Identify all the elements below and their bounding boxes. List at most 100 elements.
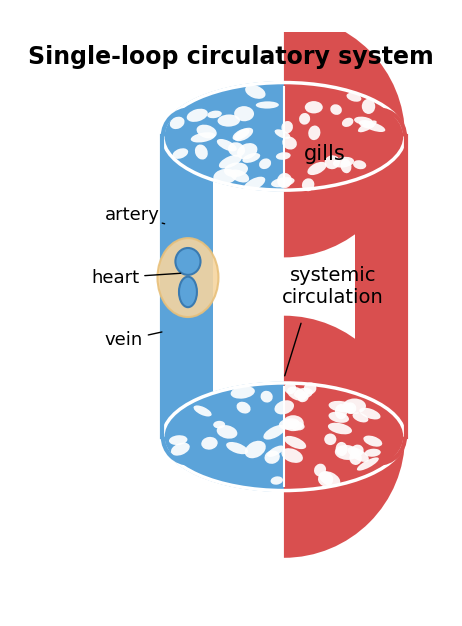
Ellipse shape <box>163 383 405 491</box>
Ellipse shape <box>357 458 379 471</box>
Ellipse shape <box>191 132 215 143</box>
Ellipse shape <box>228 142 245 156</box>
Ellipse shape <box>170 116 184 129</box>
Ellipse shape <box>304 382 316 394</box>
Ellipse shape <box>219 155 242 168</box>
Ellipse shape <box>346 93 361 102</box>
Ellipse shape <box>276 152 291 160</box>
Ellipse shape <box>353 413 368 423</box>
Polygon shape <box>163 136 213 437</box>
Ellipse shape <box>224 162 248 177</box>
Ellipse shape <box>287 387 307 401</box>
Ellipse shape <box>158 238 219 317</box>
Ellipse shape <box>283 415 304 431</box>
Ellipse shape <box>288 421 304 431</box>
Ellipse shape <box>319 471 340 486</box>
Ellipse shape <box>163 83 405 190</box>
Ellipse shape <box>347 447 369 462</box>
Ellipse shape <box>314 464 326 476</box>
Ellipse shape <box>298 392 309 403</box>
Ellipse shape <box>363 436 382 447</box>
Text: heart: heart <box>91 269 181 287</box>
Ellipse shape <box>207 111 222 118</box>
Ellipse shape <box>281 448 303 463</box>
Ellipse shape <box>243 177 265 192</box>
Ellipse shape <box>245 85 266 99</box>
Ellipse shape <box>302 178 314 191</box>
Ellipse shape <box>195 145 208 160</box>
Ellipse shape <box>335 445 359 460</box>
Ellipse shape <box>179 277 197 307</box>
Ellipse shape <box>362 99 375 114</box>
Ellipse shape <box>330 105 342 115</box>
Ellipse shape <box>340 159 352 173</box>
Ellipse shape <box>328 412 349 423</box>
Ellipse shape <box>328 423 352 434</box>
Ellipse shape <box>333 157 354 168</box>
Ellipse shape <box>274 400 294 414</box>
Ellipse shape <box>261 391 273 403</box>
Ellipse shape <box>196 125 217 138</box>
Ellipse shape <box>232 128 249 140</box>
Ellipse shape <box>245 441 266 458</box>
Ellipse shape <box>284 382 296 394</box>
Ellipse shape <box>226 442 248 454</box>
Ellipse shape <box>335 442 347 456</box>
Text: artery: artery <box>104 206 164 224</box>
Text: gills: gills <box>304 144 345 164</box>
Ellipse shape <box>271 177 295 187</box>
Ellipse shape <box>259 158 271 169</box>
Ellipse shape <box>256 101 279 108</box>
Ellipse shape <box>324 155 340 169</box>
Ellipse shape <box>362 121 385 132</box>
Ellipse shape <box>271 476 283 485</box>
Ellipse shape <box>299 113 310 125</box>
Ellipse shape <box>237 143 257 160</box>
Ellipse shape <box>230 170 249 183</box>
Ellipse shape <box>354 116 373 125</box>
Ellipse shape <box>217 425 237 439</box>
Polygon shape <box>213 136 355 437</box>
Ellipse shape <box>365 449 381 457</box>
Text: systemic
circulation: systemic circulation <box>282 266 384 307</box>
Ellipse shape <box>172 148 188 159</box>
Ellipse shape <box>308 126 321 140</box>
Ellipse shape <box>353 160 366 169</box>
Ellipse shape <box>284 436 306 449</box>
Ellipse shape <box>349 451 362 465</box>
Ellipse shape <box>171 443 190 456</box>
Ellipse shape <box>243 153 260 163</box>
Ellipse shape <box>281 121 293 133</box>
Ellipse shape <box>213 421 225 428</box>
Ellipse shape <box>217 139 237 151</box>
Polygon shape <box>181 242 195 318</box>
Ellipse shape <box>218 115 240 126</box>
Ellipse shape <box>294 388 313 399</box>
Ellipse shape <box>305 101 323 113</box>
Ellipse shape <box>324 434 336 445</box>
Ellipse shape <box>169 435 188 445</box>
Ellipse shape <box>265 451 280 464</box>
Ellipse shape <box>328 401 353 412</box>
Ellipse shape <box>234 128 253 141</box>
Ellipse shape <box>351 444 364 456</box>
Ellipse shape <box>343 399 366 414</box>
Ellipse shape <box>359 408 381 419</box>
Ellipse shape <box>187 109 208 122</box>
Ellipse shape <box>231 386 255 399</box>
Ellipse shape <box>267 446 284 457</box>
Ellipse shape <box>335 404 347 419</box>
Ellipse shape <box>176 248 201 275</box>
Ellipse shape <box>274 130 291 139</box>
Wedge shape <box>284 316 405 558</box>
Ellipse shape <box>201 437 218 449</box>
Ellipse shape <box>234 106 254 121</box>
Ellipse shape <box>359 120 374 128</box>
Ellipse shape <box>318 471 333 486</box>
Ellipse shape <box>263 425 286 439</box>
Ellipse shape <box>358 120 377 132</box>
Ellipse shape <box>342 118 353 127</box>
Ellipse shape <box>277 173 292 188</box>
Ellipse shape <box>307 162 327 175</box>
Ellipse shape <box>213 169 237 184</box>
